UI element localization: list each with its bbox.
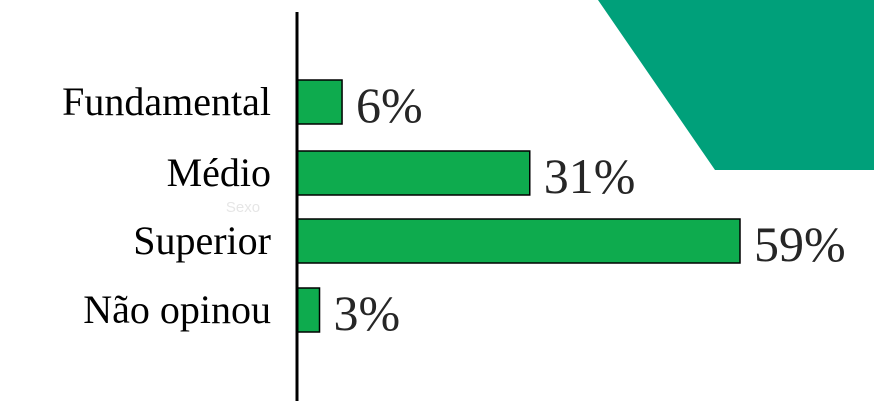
bar [296, 150, 531, 196]
category-label: Fundamental [62, 79, 271, 124]
category-labels-group: Fundamental Médio Superior Não opinou [62, 79, 271, 332]
value-labels-group: 6% 31% 59% 3% [334, 77, 846, 341]
category-label: Médio [167, 150, 271, 195]
value-label: 59% [754, 216, 846, 272]
category-label: Não opinou [83, 287, 271, 332]
bar [296, 287, 321, 333]
bar [296, 218, 741, 264]
value-label: 3% [334, 285, 401, 341]
overlay-label: Sexo [226, 199, 260, 216]
value-label: 31% [544, 148, 636, 204]
bars-group [296, 79, 741, 333]
bar [296, 79, 343, 125]
category-label: Superior [133, 218, 271, 263]
value-label: 6% [356, 77, 423, 133]
decorative-green-trapezoid [598, 0, 874, 170]
